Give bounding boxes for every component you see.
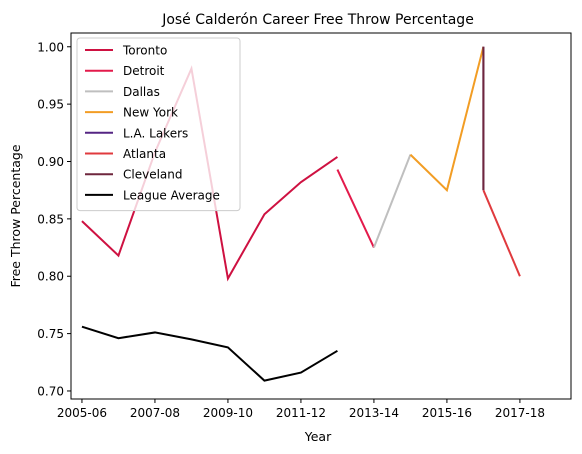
- x-tick-label: 2005-06: [57, 406, 107, 420]
- x-tick-label: 2007-08: [130, 406, 180, 420]
- y-tick-label: 0.95: [37, 98, 64, 112]
- y-tick-label: 0.85: [37, 212, 64, 226]
- y-axis: 0.70 0.75 0.80 0.85 0.90 0.95 1.00: [37, 40, 71, 398]
- y-tick-label: 0.80: [37, 270, 64, 284]
- series-line-league-average: [81, 325, 338, 382]
- chart-title: José Calderón Career Free Throw Percenta…: [161, 12, 474, 28]
- x-tick-label: 2011-12: [276, 406, 326, 420]
- x-axis: 2005-06 2007-08 2009-10 2011-12 2013-14 2015-…: [57, 399, 545, 420]
- y-tick-label: 1.00: [37, 40, 64, 54]
- x-tick-label: 2009-10: [203, 406, 253, 420]
- series-line-dallas: [372, 154, 412, 248]
- legend-label-league-average: League Average: [123, 188, 220, 202]
- legend-label-cleveland: Cleveland: [123, 168, 183, 182]
- y-axis-label: Free Throw Percentage: [8, 144, 23, 287]
- legend-label-dallas: Dallas: [123, 85, 160, 99]
- x-tick-label: 2013-14: [349, 406, 399, 420]
- legend-label-new-york: New York: [123, 106, 178, 120]
- series-line-detroit: [336, 169, 375, 248]
- x-tick-label: 2015-16: [422, 406, 472, 420]
- legend-label-toronto: Toronto: [122, 44, 167, 58]
- series-line-new-york: [409, 46, 485, 193]
- y-tick-label: 0.75: [37, 327, 64, 341]
- x-axis-label: Year: [304, 429, 332, 444]
- y-tick-label: 0.90: [37, 155, 64, 169]
- plot-frame: [70, 32, 572, 400]
- series-line-atlanta: [482, 189, 521, 277]
- y-tick-label: 0.70: [37, 384, 64, 398]
- legend-box: [76, 37, 241, 212]
- legend-label-detroit: Detroit: [123, 64, 165, 78]
- legend: Toronto Detroit Dallas New York L.A. Lakers A…: [76, 37, 241, 212]
- x-tick-label: 2017-18: [495, 406, 545, 420]
- legend-label-atlanta: Atlanta: [123, 147, 166, 161]
- legend-label-l-a-lakers: L.A. Lakers: [123, 126, 188, 140]
